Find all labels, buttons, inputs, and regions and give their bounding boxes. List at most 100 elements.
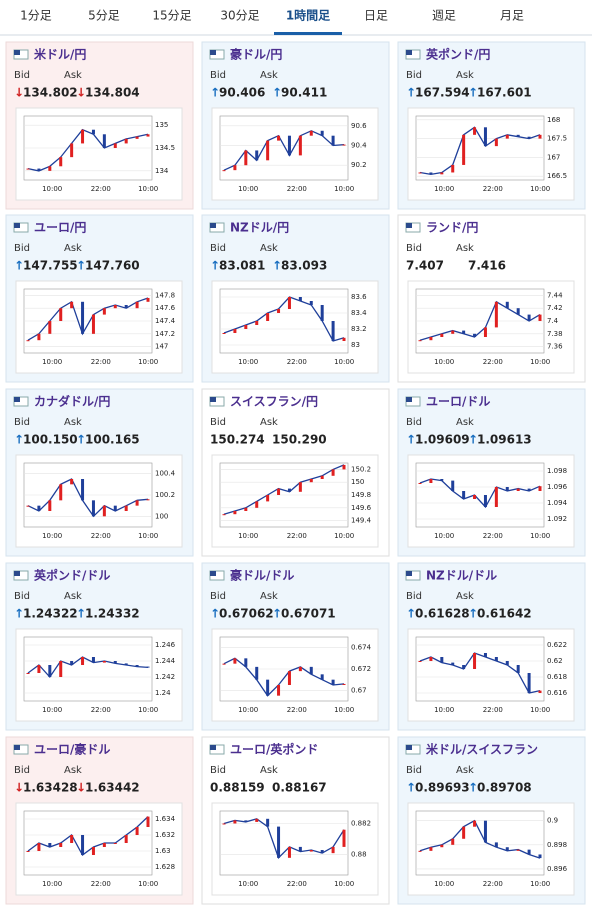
x-tick-label: 10:00 xyxy=(238,532,258,540)
candle xyxy=(81,301,85,334)
tab-label[interactable]: 週足 xyxy=(432,9,456,23)
candle xyxy=(287,488,291,492)
tab[interactable]: 5分足 xyxy=(88,9,120,23)
pair-name[interactable]: ユーロ/豪ドル xyxy=(34,742,110,757)
pair-name[interactable]: NZドル/ドル xyxy=(426,569,497,583)
candle xyxy=(451,480,455,491)
bid-value: 0.61628 xyxy=(415,607,470,621)
tab-label[interactable]: 月足 xyxy=(500,9,524,23)
tab-label[interactable]: 1分足 xyxy=(20,9,52,23)
rate-card[interactable]: ユーロ/英ポンド Bid Ask 0.88159 0.88167 0.882 0.88 10:… xyxy=(201,736,390,905)
candle xyxy=(483,127,487,147)
candle xyxy=(527,314,531,321)
bid-value: 150.274 xyxy=(210,433,265,447)
x-tick-label: 10:00 xyxy=(530,880,550,888)
candle xyxy=(102,505,106,517)
pair-name[interactable]: 英ポンド/円 xyxy=(426,47,490,62)
x-tick-label: 22:00 xyxy=(287,532,307,540)
x-tick-label: 22:00 xyxy=(287,880,307,888)
chart-box xyxy=(407,802,575,896)
pair-name[interactable]: ランド/円 xyxy=(426,221,478,235)
candle xyxy=(266,495,270,502)
y-tick-label: 1.094 xyxy=(547,499,568,507)
tab[interactable]: 月足 xyxy=(500,9,524,23)
x-tick-label: 10:00 xyxy=(138,706,158,714)
ask-arrow: ↑ xyxy=(272,86,282,100)
bid-value: 7.407 xyxy=(406,259,444,273)
x-tick-label: 22:00 xyxy=(287,185,307,193)
y-tick-label: 0.622 xyxy=(547,641,567,649)
y-tick-label: 134 xyxy=(155,167,169,175)
tab-label[interactable]: 5分足 xyxy=(88,9,120,23)
chart-box xyxy=(15,628,183,722)
candle xyxy=(451,838,455,845)
tab-label[interactable]: 日足 xyxy=(364,9,388,23)
x-tick-label: 10:00 xyxy=(434,706,454,714)
chart-box xyxy=(407,628,575,722)
pair-name[interactable]: ユーロ/英ポンド xyxy=(230,742,318,757)
candle xyxy=(505,487,509,491)
candle xyxy=(483,327,487,337)
candle xyxy=(113,505,117,511)
ask-value: 0.89708 xyxy=(477,781,532,795)
tab[interactable]: 15分足 xyxy=(152,9,191,23)
ask-arrow: ↑ xyxy=(468,433,478,447)
chart-box xyxy=(211,454,379,548)
candle xyxy=(70,479,74,485)
pair-name[interactable]: 米ドル/スイスフラン xyxy=(426,742,538,757)
candle xyxy=(277,488,281,495)
x-tick-label: 10:00 xyxy=(530,358,550,366)
pair-name[interactable]: ユーロ/円 xyxy=(34,221,86,235)
bid-value: 1.24322 xyxy=(23,607,78,621)
pair-name[interactable]: カナダドル/円 xyxy=(34,394,110,409)
pair-name[interactable]: スイスフラン/円 xyxy=(230,395,318,409)
y-tick-label: 83.4 xyxy=(351,309,367,317)
rate-card[interactable]: ランド/円 Bid Ask 7.407 7.416 7.44 7.42 7.4 7.38 7.36… xyxy=(397,214,586,383)
ask-value: 1.09613 xyxy=(477,433,532,447)
tab[interactable]: 30分足 xyxy=(220,9,259,23)
candle xyxy=(298,666,302,672)
tab-label[interactable]: 1時間足 xyxy=(286,8,330,23)
candle xyxy=(124,663,128,665)
pair-name[interactable]: 英ポンド/ドル xyxy=(34,568,110,583)
ask-arrow: ↑ xyxy=(468,781,478,795)
flag-icon-part xyxy=(406,223,412,228)
tab[interactable]: 1分足 xyxy=(20,9,52,23)
pair-name[interactable]: 豪ドル/ドル xyxy=(230,568,294,583)
y-tick-label: 147.8 xyxy=(155,291,175,299)
tab[interactable]: 1時間足 xyxy=(274,8,342,36)
rate-card[interactable]: スイスフラン/円 Bid Ask 150.274 150.290 150.2 150 149.… xyxy=(201,388,390,557)
tab[interactable]: 日足 xyxy=(364,9,388,23)
candle xyxy=(91,500,95,517)
x-tick-label: 10:00 xyxy=(138,185,158,193)
flag-icon-part xyxy=(210,745,216,750)
x-tick-label: 10:00 xyxy=(138,880,158,888)
tab-label[interactable]: 30分足 xyxy=(220,9,259,23)
price-line xyxy=(419,300,541,341)
pair-name[interactable]: ユーロ/ドル xyxy=(426,395,490,409)
y-tick-label: 147.4 xyxy=(155,317,176,325)
candle xyxy=(222,823,226,825)
pair-name[interactable]: NZドル/円 xyxy=(230,221,289,235)
pair-name[interactable]: 米ドル/円 xyxy=(34,47,86,62)
pair-name[interactable]: 豪ドル/円 xyxy=(230,47,282,62)
candle xyxy=(538,486,542,491)
tab-label[interactable]: 15分足 xyxy=(152,9,191,23)
price-line xyxy=(223,296,345,342)
candle xyxy=(309,301,313,305)
tab[interactable]: 週足 xyxy=(432,9,456,23)
candle xyxy=(146,816,150,827)
ask-arrow: ↑ xyxy=(76,259,86,273)
